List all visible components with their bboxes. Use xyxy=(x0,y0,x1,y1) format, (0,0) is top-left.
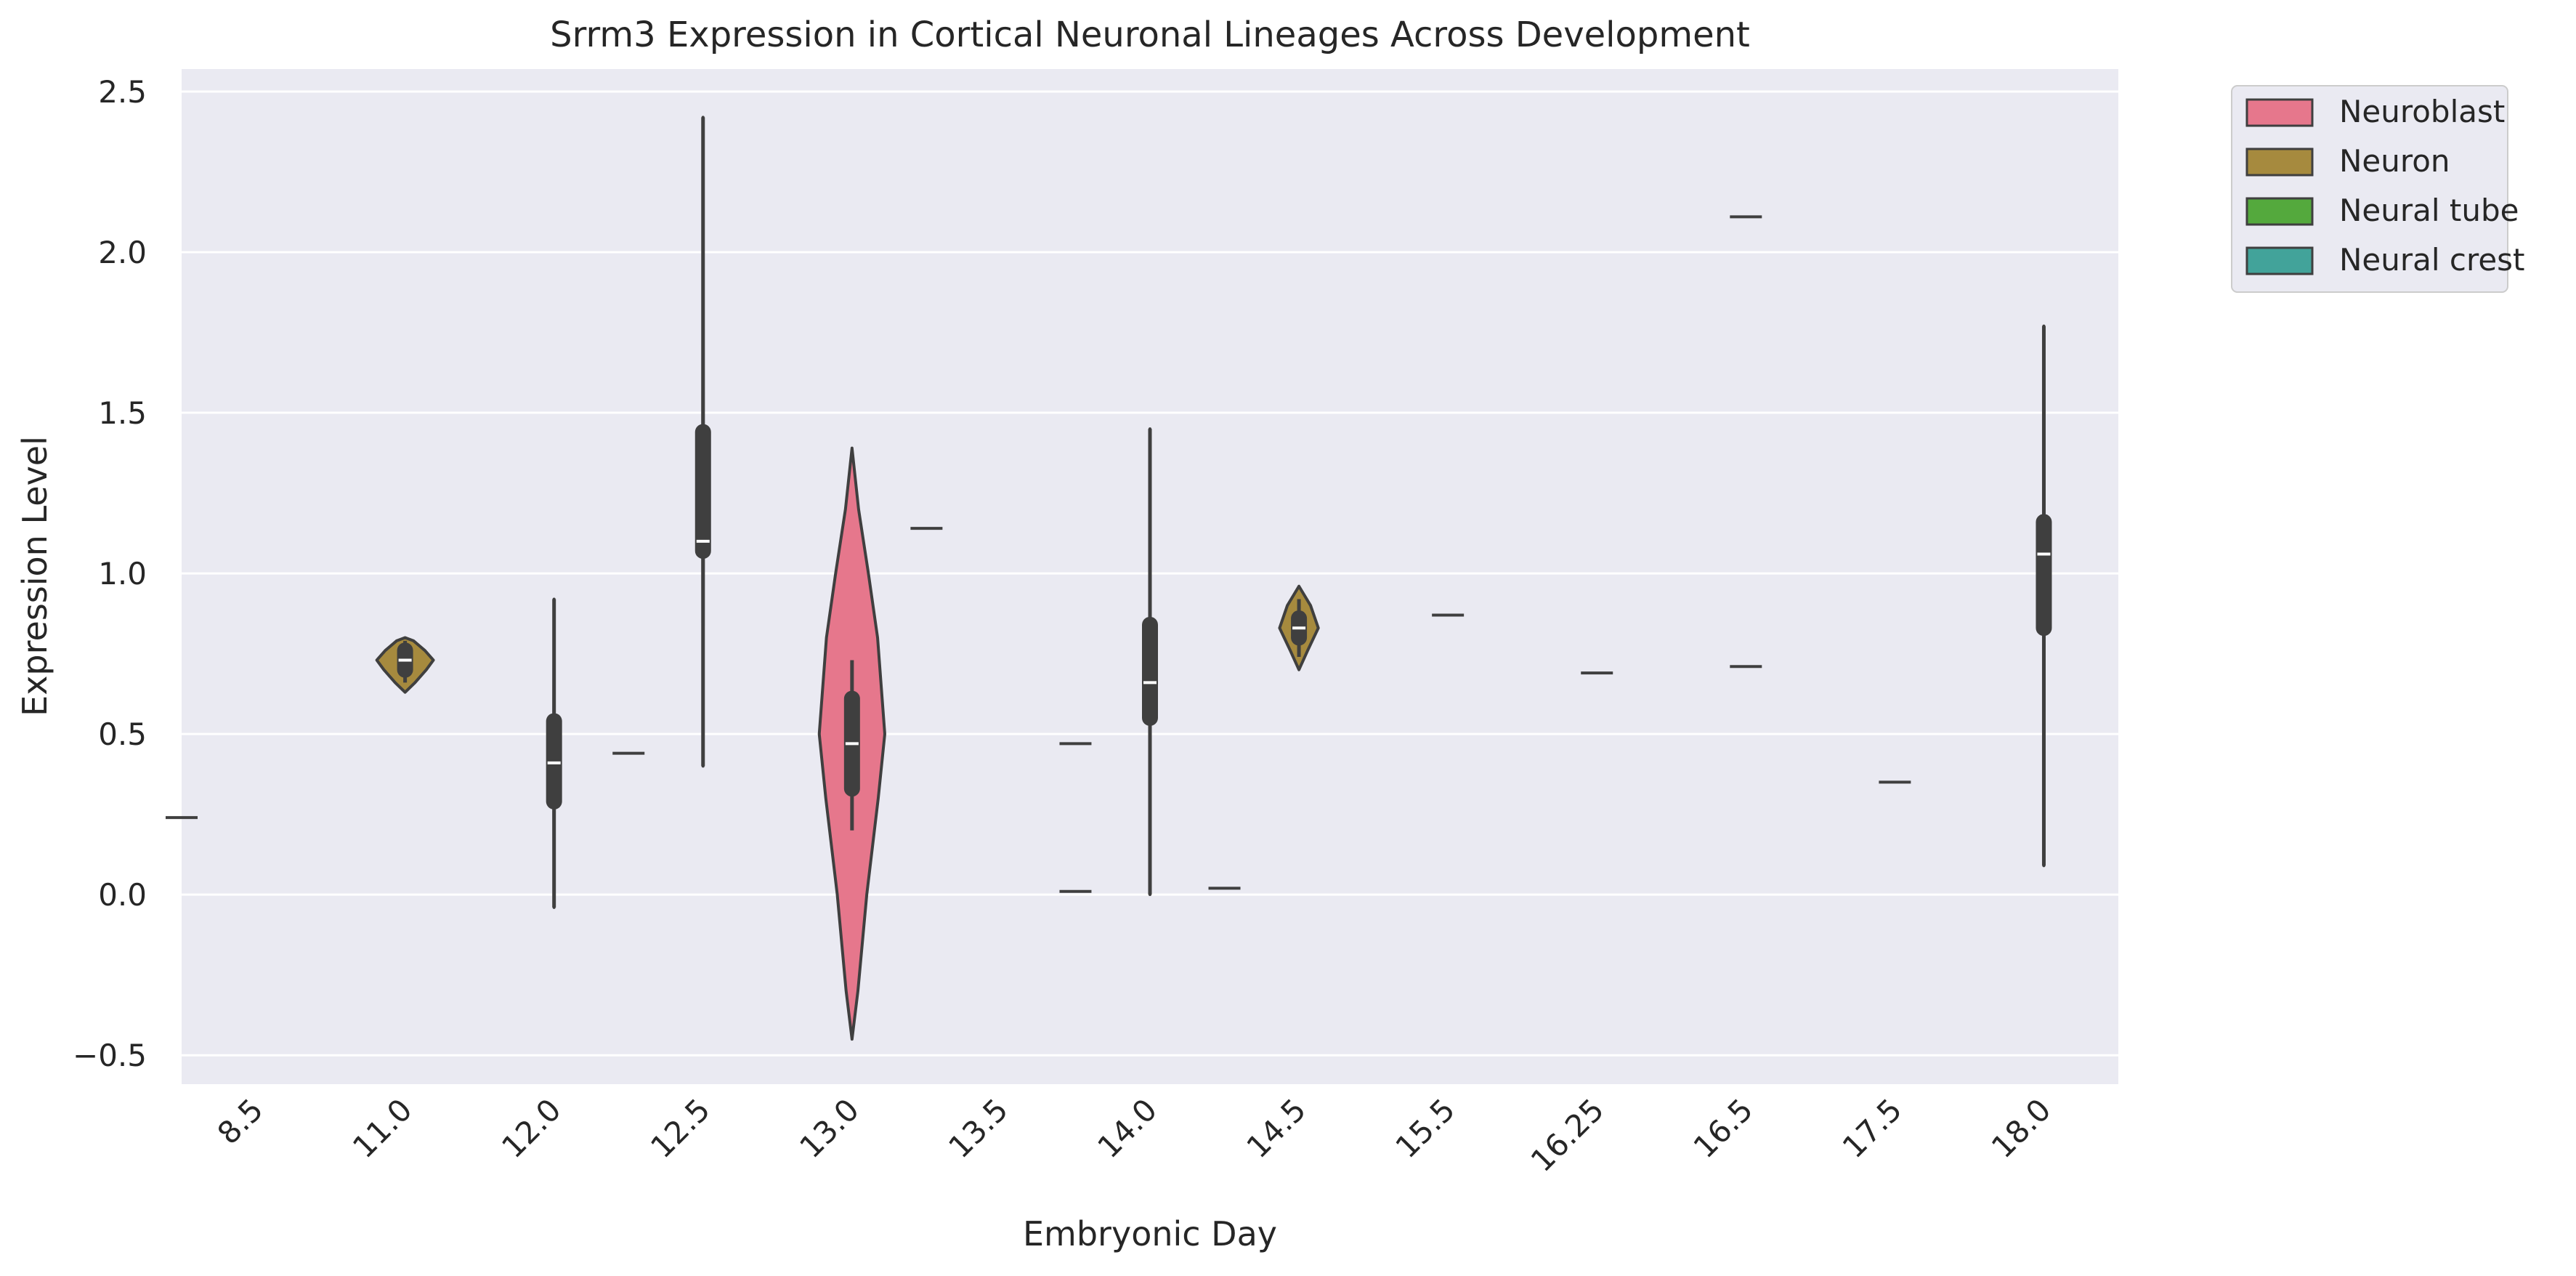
legend-swatch xyxy=(2245,197,2314,226)
x-tick-label: 14.5 xyxy=(1239,1091,1313,1165)
y-tick-label: 1.0 xyxy=(98,556,147,591)
legend-label: Neuroblast xyxy=(2339,94,2505,129)
x-tick-label: 8.5 xyxy=(211,1091,270,1151)
y-tick-label: 1.5 xyxy=(98,395,147,431)
legend-frame xyxy=(2231,85,2508,293)
legend-label: Neural tube xyxy=(2339,193,2519,228)
legend-swatch xyxy=(2245,148,2314,177)
x-tick-labels: 8.5 11.0 12.0 12.5 13.0 13.5 14.0 14.5 15.5 16.25… xyxy=(211,1091,2058,1179)
x-tick-label: 12.0 xyxy=(495,1091,568,1165)
x-tick-label: 17.5 xyxy=(1836,1091,1909,1165)
y-tick-label: 0.5 xyxy=(98,716,147,752)
x-tick-label: 16.25 xyxy=(1524,1091,1611,1179)
legend-label: Neural crest xyxy=(2339,242,2525,278)
y-tick-label: −0.5 xyxy=(73,1038,147,1073)
y-tick-label: 2.5 xyxy=(98,74,147,110)
x-tick-label: 13.0 xyxy=(793,1091,866,1165)
x-tick-label: 16.5 xyxy=(1687,1091,1760,1165)
x-tick-label: 14.0 xyxy=(1090,1091,1164,1165)
y-tick-labels: −0.5 0.0 0.5 1.0 1.5 2.0 2.5 xyxy=(73,74,147,1073)
y-tick-label: 0.0 xyxy=(98,877,147,913)
violins xyxy=(166,116,2052,1041)
x-tick-label: 15.5 xyxy=(1388,1091,1462,1165)
legend: Neuroblast Neuron Neural tube Neural crest xyxy=(2231,85,2525,293)
x-tick-label: 18.0 xyxy=(1985,1091,2058,1165)
y-axis-label: Expression Level xyxy=(15,436,54,716)
x-tick-label: 12.5 xyxy=(644,1091,717,1165)
legend-swatch xyxy=(2245,98,2314,127)
x-tick-label: 13.5 xyxy=(941,1091,1015,1165)
legend-swatch xyxy=(2245,246,2314,275)
legend-label: Neuron xyxy=(2339,143,2450,179)
chart-title: Srrm3 Expression in Cortical Neuronal Li… xyxy=(550,15,1750,55)
x-tick-label: 11.0 xyxy=(346,1091,419,1165)
y-tick-label: 2.0 xyxy=(98,235,147,270)
x-axis-label: Embryonic Day xyxy=(1023,1214,1277,1253)
